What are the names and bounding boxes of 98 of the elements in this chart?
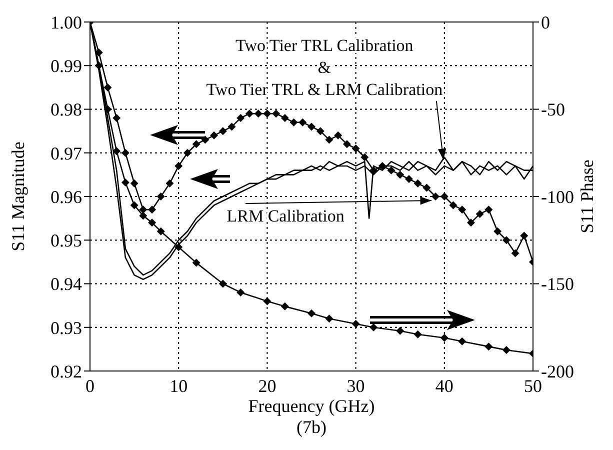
point xyxy=(325,136,334,144)
point xyxy=(396,326,404,335)
annotation: Two Tier TRL Calibration & Two Tier TRL & LRM Calibration xyxy=(206,36,444,99)
point xyxy=(121,178,130,187)
point xyxy=(520,232,528,240)
point xyxy=(370,323,378,332)
point xyxy=(104,105,112,114)
y2-tick-label: -100 xyxy=(541,186,574,207)
y2-axis-title: S11 Phase xyxy=(577,160,597,234)
y2-tick-label: -50 xyxy=(541,100,565,120)
point xyxy=(308,122,316,131)
point xyxy=(280,302,289,310)
point xyxy=(449,201,458,210)
point xyxy=(245,110,254,118)
y2-tick-label: -200 xyxy=(541,361,574,382)
y-tick-label: 1.00 xyxy=(50,12,82,32)
point xyxy=(494,227,502,236)
point xyxy=(236,288,245,296)
y-tick-label: 0.98 xyxy=(50,100,82,120)
x-tick-label: 10 xyxy=(170,376,188,396)
x-tick-label: 20 xyxy=(258,376,276,396)
point xyxy=(121,148,130,157)
point xyxy=(290,118,298,126)
point xyxy=(342,140,351,148)
point xyxy=(272,110,280,118)
point xyxy=(511,249,520,258)
y-tick-label: 0.93 xyxy=(50,318,82,338)
point xyxy=(432,192,440,200)
point xyxy=(112,114,121,122)
y-tick-label: 0.96 xyxy=(50,186,82,207)
point xyxy=(404,175,413,184)
point xyxy=(174,243,183,252)
text: (7b) xyxy=(296,417,326,437)
annotation: LRM Calibration xyxy=(226,206,345,226)
x-tick-label: 40 xyxy=(435,376,454,396)
x-axis-title: Frequency (GHz) xyxy=(248,396,375,416)
y-axis-title: S11 Magnitude xyxy=(8,142,28,252)
point xyxy=(218,280,227,288)
point xyxy=(139,212,148,220)
point xyxy=(360,153,369,162)
point xyxy=(104,83,112,92)
point xyxy=(378,162,386,170)
point xyxy=(422,184,431,192)
point xyxy=(166,179,174,188)
point xyxy=(228,122,236,131)
point xyxy=(139,206,148,214)
point xyxy=(502,346,510,354)
point xyxy=(334,131,342,140)
point xyxy=(236,114,245,122)
point xyxy=(148,218,156,227)
point xyxy=(210,131,218,140)
point xyxy=(440,192,448,200)
point xyxy=(94,62,103,70)
point xyxy=(183,148,192,157)
point xyxy=(263,110,272,118)
y-tick-label: 0.94 xyxy=(50,274,82,294)
point xyxy=(440,334,448,342)
point xyxy=(156,227,165,236)
point xyxy=(396,170,404,179)
y-tick-label: 0.99 xyxy=(50,56,82,76)
y-tick-label: 0.92 xyxy=(50,361,82,382)
point xyxy=(476,210,484,218)
x-tick-label: 0 xyxy=(86,376,94,396)
point xyxy=(130,179,138,188)
point xyxy=(484,342,493,351)
point xyxy=(94,48,103,57)
point xyxy=(484,206,493,214)
point xyxy=(174,162,183,170)
point xyxy=(148,206,156,214)
point xyxy=(112,147,121,156)
point xyxy=(192,258,200,267)
x-tick-label: 30 xyxy=(346,376,365,396)
point xyxy=(254,110,262,118)
point xyxy=(308,309,316,318)
point xyxy=(316,127,324,136)
point xyxy=(458,206,466,214)
y-tick-label: 0.95 xyxy=(50,230,82,251)
x-tick-label: 50 xyxy=(524,376,542,396)
point xyxy=(156,192,165,200)
point xyxy=(502,236,510,244)
point xyxy=(387,166,396,174)
point xyxy=(352,144,360,153)
y2-tick-label: -150 xyxy=(541,274,574,294)
point xyxy=(352,320,360,328)
point xyxy=(414,330,422,338)
point xyxy=(414,179,422,188)
point xyxy=(458,337,466,346)
point xyxy=(298,118,307,126)
point xyxy=(280,114,289,122)
point xyxy=(130,201,138,210)
point xyxy=(370,166,378,174)
point xyxy=(466,218,475,227)
y2-tick-label: 0 xyxy=(541,12,550,32)
point xyxy=(192,140,200,148)
point xyxy=(218,127,227,136)
point xyxy=(325,314,334,323)
y-tick-label: 0.97 xyxy=(50,143,82,164)
point xyxy=(263,297,272,306)
